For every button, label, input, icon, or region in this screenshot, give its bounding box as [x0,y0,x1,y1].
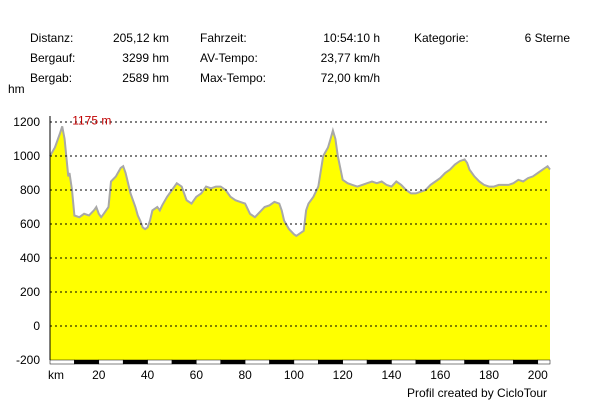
max-speed-label: Max-Tempo: [200,71,267,85]
elevation-line [49,125,551,238]
ascent-value: 3299 hm [122,51,169,65]
time-value: 10:54:10 h [323,31,380,45]
y-tick-label: 200 [20,285,40,299]
y-axis-label: hm [8,82,25,96]
x-scale-segment [244,359,270,365]
x-tick-label: 20 [92,368,106,382]
y-tick-label: 600 [20,217,40,231]
x-tick-label: 180 [479,368,499,382]
x-tick-label: 80 [238,368,252,382]
y-tick-label: 1000 [13,149,40,163]
x-scale-segment [415,359,441,365]
y-tick-label: 1200 [13,115,40,129]
x-scale-segment [464,359,490,365]
max-elevation-label: 1175 m [72,113,111,127]
avg-speed-value: 23,77 km/h [320,51,380,65]
x-scale-segment [293,359,319,365]
category-value: 6 Sterne [524,31,570,45]
x-scale-segment [196,359,221,365]
x-scale-segment [147,359,173,365]
descent-value: 2589 hm [122,71,169,85]
y-tick-label: 800 [20,183,40,197]
y-tick-label: 400 [20,251,40,265]
ride-stats: Distanz: 205,12 km Bergauf: 3299 hm Berg… [0,0,600,100]
x-scale-segment [269,359,295,365]
category-label: Kategorie: [414,31,469,45]
y-tick-label: -200 [16,353,40,367]
x-scale-segment [366,359,392,365]
x-tick-label: 60 [190,368,204,382]
x-scale-segment [439,359,465,365]
x-tick-label: 140 [381,368,401,382]
distance-value: 205,12 km [112,31,169,45]
x-scale-segment [122,359,148,365]
x-scale-segment [391,359,417,365]
distance-label: Distanz: [30,31,74,45]
x-scale-segment [318,359,343,365]
descent-label: Bergab: [30,71,73,85]
x-tick-label: 160 [430,368,450,382]
elevation-area [50,126,550,360]
x-scale-segment [488,359,514,365]
x-scale-segment [171,359,197,365]
x-tick-label: 40 [141,368,155,382]
time-label: Fahrzeit: [200,31,247,45]
credit-text: Profil created by CicloTour [407,386,548,400]
ascent-label: Bergauf: [30,51,76,65]
x-scale-segment [513,359,539,365]
x-tick-label: 200 [528,368,548,382]
x-scale-segment [220,359,246,365]
x-axis-label: km [48,368,64,382]
x-scale-segment [74,359,100,365]
avg-speed-label: AV-Tempo: [200,51,258,65]
x-tick-label: 100 [284,368,304,382]
x-scale-segment [49,359,75,365]
x-scale-segment [98,359,124,365]
x-scale-segment [537,359,551,365]
max-speed-value: 72,00 km/h [320,71,380,85]
x-tick-label: 120 [333,368,353,382]
x-scale-segment [342,359,368,365]
y-tick-label: 0 [33,319,40,333]
